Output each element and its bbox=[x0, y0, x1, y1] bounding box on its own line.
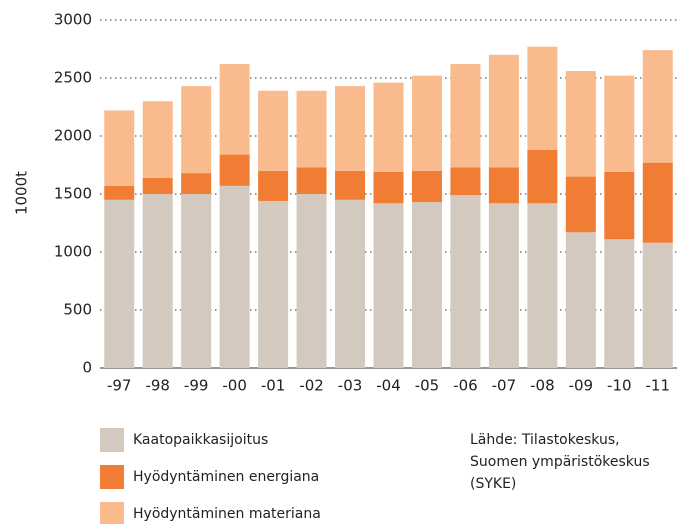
bar-segment bbox=[181, 173, 212, 194]
bar-segment bbox=[335, 199, 366, 368]
bar-segment bbox=[142, 194, 173, 368]
x-tick-label: -00 bbox=[222, 377, 247, 395]
source-note: Lähde: Tilastokeskus, bbox=[470, 432, 620, 448]
x-tick-label: -06 bbox=[453, 377, 478, 395]
bar-segment bbox=[604, 75, 635, 172]
y-tick-label: 1500 bbox=[54, 185, 92, 203]
bar-segment bbox=[373, 171, 404, 204]
legend-label: Hyödyntäminen materiana bbox=[133, 506, 321, 522]
bar-segment bbox=[488, 54, 519, 168]
bar-segment bbox=[296, 194, 327, 368]
bar-segment bbox=[527, 203, 558, 368]
x-tick-label: -10 bbox=[607, 377, 632, 395]
bar-segment bbox=[373, 203, 404, 368]
bar-segment bbox=[411, 170, 442, 203]
x-tick-label: -01 bbox=[261, 377, 286, 395]
x-tick-label: -97 bbox=[107, 377, 132, 395]
bar-segment bbox=[411, 202, 442, 368]
y-tick-label: 2000 bbox=[54, 127, 92, 145]
bar-segment bbox=[373, 82, 404, 172]
bar-segment bbox=[450, 195, 481, 368]
x-tick-label: -05 bbox=[415, 377, 440, 395]
bar-segment bbox=[142, 101, 173, 178]
y-tick-label: 1000 bbox=[54, 243, 92, 261]
x-tick-label: -03 bbox=[338, 377, 363, 395]
bar-segment bbox=[219, 154, 250, 186]
bar-segment bbox=[642, 242, 673, 368]
bar-segment bbox=[642, 162, 673, 243]
bar-segment bbox=[335, 170, 366, 200]
x-tick-label: -99 bbox=[184, 377, 209, 395]
bar-segment bbox=[258, 170, 289, 201]
source-note: (SYKE) bbox=[470, 476, 516, 492]
legend-label: Hyödyntäminen energiana bbox=[133, 469, 319, 485]
bar-segment bbox=[219, 185, 250, 368]
bar-segment bbox=[488, 203, 519, 368]
bar-segment bbox=[565, 176, 596, 233]
legend-swatch bbox=[100, 428, 124, 452]
bar-segment bbox=[565, 232, 596, 368]
y-tick-label: 500 bbox=[63, 301, 92, 319]
bar-segment bbox=[258, 90, 289, 171]
y-axis-label: 1000t bbox=[13, 171, 31, 215]
bar-segment bbox=[104, 110, 135, 186]
bar-segment bbox=[450, 64, 481, 168]
x-tick-label: -08 bbox=[530, 377, 555, 395]
source-note: Suomen ympäristökeskus bbox=[470, 454, 650, 470]
x-tick-label: -11 bbox=[646, 377, 671, 395]
legend-label: Kaatopaikkasijoitus bbox=[133, 432, 268, 448]
bar-segment bbox=[527, 149, 558, 204]
y-tick-label: 2500 bbox=[54, 69, 92, 87]
bar-segment bbox=[296, 90, 327, 168]
bar-segment bbox=[181, 86, 212, 174]
bar-segment bbox=[219, 64, 250, 155]
bar-segment bbox=[258, 200, 289, 368]
bar-segment bbox=[104, 185, 135, 200]
bar-segment bbox=[488, 167, 519, 204]
bar-segment bbox=[450, 167, 481, 196]
bar-segment bbox=[142, 177, 173, 194]
legend-swatch bbox=[100, 465, 124, 489]
x-tick-label: -07 bbox=[492, 377, 517, 395]
y-tick-label: 0 bbox=[82, 359, 92, 377]
bar-segment bbox=[604, 239, 635, 368]
bar-segment bbox=[104, 199, 135, 368]
bar-segment bbox=[604, 171, 635, 240]
x-tick-label: -04 bbox=[376, 377, 401, 395]
bar-segment bbox=[565, 71, 596, 177]
bar-segment bbox=[411, 75, 442, 171]
bar-segment bbox=[181, 194, 212, 368]
bar-segment bbox=[642, 50, 673, 163]
legend-swatch bbox=[100, 502, 124, 526]
x-tick-label: -98 bbox=[145, 377, 170, 395]
bar-segment bbox=[335, 86, 366, 171]
x-tick-label: -09 bbox=[569, 377, 594, 395]
x-tick-label: -02 bbox=[299, 377, 324, 395]
bar-segment bbox=[296, 167, 327, 194]
bar-segment bbox=[527, 46, 558, 150]
y-tick-label: 3000 bbox=[54, 11, 92, 29]
